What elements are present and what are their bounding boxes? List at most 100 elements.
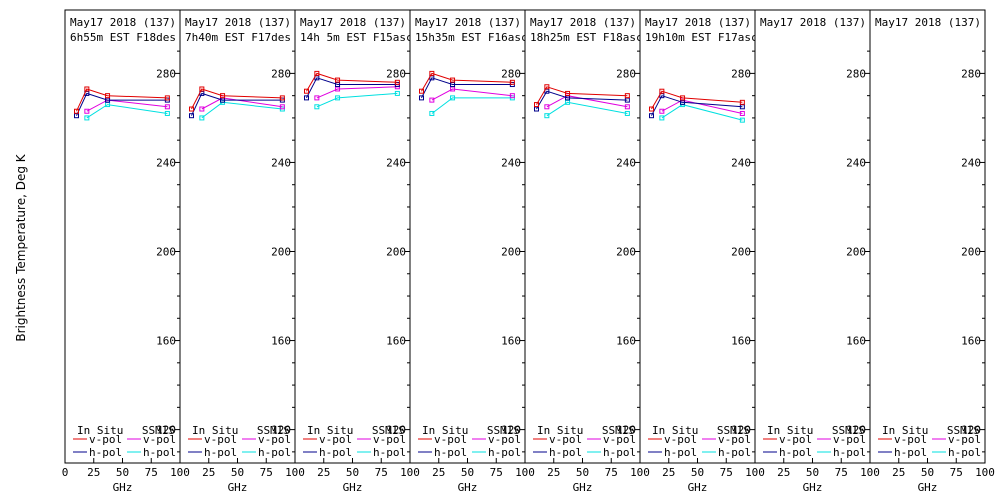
legend-label-insitu_h: h-pol <box>894 446 927 459</box>
legend-ssmis-title: SSMIS <box>947 424 980 437</box>
legend-in-situ-title: In Situ <box>307 424 353 437</box>
x-tick-label: 100 <box>745 466 765 479</box>
panel-date: May17 2018 (137) <box>70 16 176 29</box>
legend-label-insitu_v: v-pol <box>894 433 927 446</box>
data-point-insitu_v <box>680 95 686 101</box>
data-point-insitu_v <box>74 108 79 114</box>
x-tick-label: 75 <box>260 466 273 479</box>
y-tick-label: 200 <box>616 246 636 259</box>
y-tick-label: 200 <box>271 246 291 259</box>
data-point-insitu_v <box>394 79 400 85</box>
x-axis-label: GHz <box>228 481 248 494</box>
panel-header: May17 2018 (137) 14h 5m EST F15asc <box>300 16 410 44</box>
x-tick-label: 100 <box>515 466 535 479</box>
y-axis-label: Brightness Temperature, Deg K <box>14 153 28 341</box>
x-tick-label: 25 <box>547 466 560 479</box>
data-point-insitu_v <box>335 77 341 83</box>
data-point-ssmis_v <box>544 104 550 110</box>
data-point-insitu_v <box>659 88 665 94</box>
x-tick-label: 25 <box>777 466 790 479</box>
legend-label-ssmis_v: v-pol <box>258 433 291 446</box>
legend-label-insitu_h: h-pol <box>664 446 697 459</box>
data-point-ssmis_h <box>335 95 341 101</box>
data-point-insitu_v <box>314 70 320 76</box>
panel-time-satellite: 15h35m EST F16asc <box>415 31 528 44</box>
data-point-ssmis_h <box>429 110 435 116</box>
x-axis-label: GHz <box>573 481 593 494</box>
legend-in-situ-title: In Situ <box>77 424 123 437</box>
x-tick-label: 100 <box>170 466 190 479</box>
series-line-insitu_h <box>306 77 398 99</box>
data-point-ssmis_v <box>509 93 515 99</box>
legend-label-insitu_v: v-pol <box>779 433 812 446</box>
y-tick-label: 200 <box>846 246 866 259</box>
data-point-ssmis_h <box>624 110 630 116</box>
x-tick-label: 100 <box>630 466 650 479</box>
data-point-ssmis_v <box>624 104 630 110</box>
panel-time-satellite: 6h55m EST F18des <box>70 31 176 44</box>
legend-in-situ-title: In Situ <box>422 424 468 437</box>
y-tick-label: 120 <box>386 424 406 437</box>
data-point-ssmis_h <box>199 115 205 121</box>
y-tick-label: 280 <box>616 67 636 80</box>
series-line-insitu_v <box>306 72 398 92</box>
legend-label-ssmis_v: v-pol <box>833 433 866 446</box>
legend-in-situ-title: In Situ <box>192 424 238 437</box>
data-point-insitu_v <box>534 102 539 108</box>
x-tick-label: 50 <box>461 466 474 479</box>
x-tick-label: 25 <box>432 466 445 479</box>
data-point-insitu_v <box>105 93 111 99</box>
y-tick-label: 280 <box>156 67 176 80</box>
series-line-insitu_v <box>651 90 743 110</box>
data-point-ssmis_h <box>544 113 550 119</box>
data-point-ssmis_h <box>659 115 665 121</box>
legend-label-ssmis_h: h-pol <box>373 446 406 459</box>
panel-header: May17 2018 (137) 6h55m EST F18des <box>70 16 176 44</box>
x-axis-label: GHz <box>688 481 708 494</box>
panel-time-satellite: 7h40m EST F17des <box>185 31 291 44</box>
legend-label-insitu_h: h-pol <box>549 446 582 459</box>
panel-header: May17 2018 (137) 19h10m EST F17asc <box>645 16 755 44</box>
x-tick-label: 75 <box>720 466 733 479</box>
x-axis-label: GHz <box>803 481 823 494</box>
panel-header: May17 2018 (137) <box>875 16 981 29</box>
legend-label-ssmis_v: v-pol <box>143 433 176 446</box>
data-point-ssmis_v <box>314 95 320 101</box>
x-tick-label: 100 <box>860 466 880 479</box>
legend-label-ssmis_h: h-pol <box>833 446 866 459</box>
x-tick-label: 75 <box>145 466 158 479</box>
legend-in-situ-title: In Situ <box>882 424 928 437</box>
panel-date: May17 2018 (137) <box>645 16 751 29</box>
y-tick-label: 200 <box>961 246 981 259</box>
x-tick-label: 25 <box>317 466 330 479</box>
x-tick-label: 75 <box>835 466 848 479</box>
legend-label-ssmis_h: h-pol <box>258 446 291 459</box>
y-tick-label: 160 <box>846 335 866 348</box>
y-tick-label: 160 <box>156 335 176 348</box>
y-tick-label: 160 <box>731 335 751 348</box>
data-point-insitu_v <box>649 106 654 112</box>
series-line-insitu_h <box>536 90 628 110</box>
data-point-insitu_v <box>164 95 170 101</box>
series-line-ssmis_v <box>86 99 168 112</box>
x-tick-label: 75 <box>605 466 618 479</box>
series-line-ssmis_h <box>431 97 513 114</box>
series-line-insitu_v <box>536 86 628 105</box>
x-axis-label: GHz <box>458 481 478 494</box>
panel-header: May17 2018 (137) 18h25m EST F18asc <box>530 16 640 44</box>
data-point-insitu_v <box>189 106 194 112</box>
y-tick-label: 120 <box>731 424 751 437</box>
y-tick-label: 280 <box>731 67 751 80</box>
x-tick-label: 25 <box>662 466 675 479</box>
y-tick-label: 120 <box>271 424 291 437</box>
panel-header: May17 2018 (137) <box>760 16 866 29</box>
legend-label-ssmis_v: v-pol <box>373 433 406 446</box>
y-tick-label: 240 <box>386 156 406 169</box>
x-tick-label: 25 <box>202 466 215 479</box>
data-point-ssmis_v <box>739 110 745 116</box>
y-tick-label: 240 <box>961 156 981 169</box>
legend-in-situ-title: In Situ <box>652 424 698 437</box>
y-tick-label: 280 <box>961 67 981 80</box>
panel-6: May17 2018 (137) 19h10m EST F17asc 120 160 2… <box>639 9 765 494</box>
series-line-ssmis_v <box>316 86 398 99</box>
